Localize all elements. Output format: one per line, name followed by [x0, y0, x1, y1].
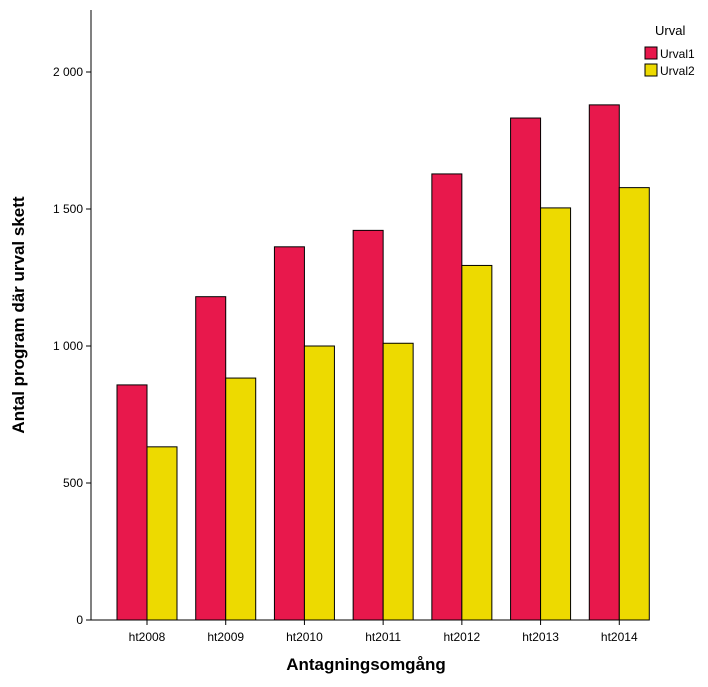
bar-urval1-ht2008: [116, 384, 148, 621]
y-tick-label: 0: [76, 613, 83, 627]
bar-urval1-ht2010: [273, 246, 305, 621]
y-tick-label: 1 500: [53, 202, 83, 216]
x-tick-label: ht2010: [286, 630, 323, 644]
legend-swatch-urval1: [644, 46, 658, 60]
bar-urval1-ht2011: [352, 229, 384, 621]
legend: Urval Urval1 Urval2: [644, 23, 695, 78]
x-ticks-group: ht2008 ht2009 ht2010 ht2011 ht2012 ht2013 ht20…: [129, 620, 638, 644]
bar-urval2-ht2012: [461, 264, 493, 621]
bar-urval2-ht2011: [382, 342, 414, 621]
x-tick-label: ht2008: [129, 630, 166, 644]
x-tick-label: ht2014: [601, 630, 638, 644]
y-tick-label: 2 000: [53, 65, 83, 79]
bars-group: [116, 104, 650, 621]
x-axis-title: Antagningsomgång: [286, 655, 446, 674]
bar-urval1-ht2014: [588, 104, 620, 621]
legend-label-urval2: Urval2: [660, 64, 695, 78]
x-tick-label: ht2013: [522, 630, 559, 644]
y-tick-label: 1 000: [53, 339, 83, 353]
y-tick-label: 500: [63, 476, 83, 490]
bar-urval1-ht2012: [431, 173, 463, 621]
y-axis-title: Antal program där urval skett: [9, 196, 28, 433]
bar-urval2-ht2008: [146, 446, 178, 621]
y-ticks-group: 0 500 1 000 1 500 2 000: [53, 65, 91, 627]
bar-urval1-ht2009: [195, 296, 227, 621]
x-tick-label: ht2009: [207, 630, 244, 644]
bar-urval2-ht2010: [303, 345, 335, 621]
bar-urval2-ht2009: [225, 377, 257, 621]
bar-urval2-ht2013: [540, 207, 572, 621]
x-tick-label: ht2011: [365, 630, 401, 644]
x-tick-label: ht2012: [444, 630, 481, 644]
bar-urval1-ht2013: [510, 117, 542, 621]
legend-label-urval1: Urval1: [660, 47, 695, 61]
bar-urval2-ht2014: [618, 187, 650, 621]
legend-title: Urval: [655, 23, 685, 38]
legend-swatch-urval2: [644, 63, 658, 77]
